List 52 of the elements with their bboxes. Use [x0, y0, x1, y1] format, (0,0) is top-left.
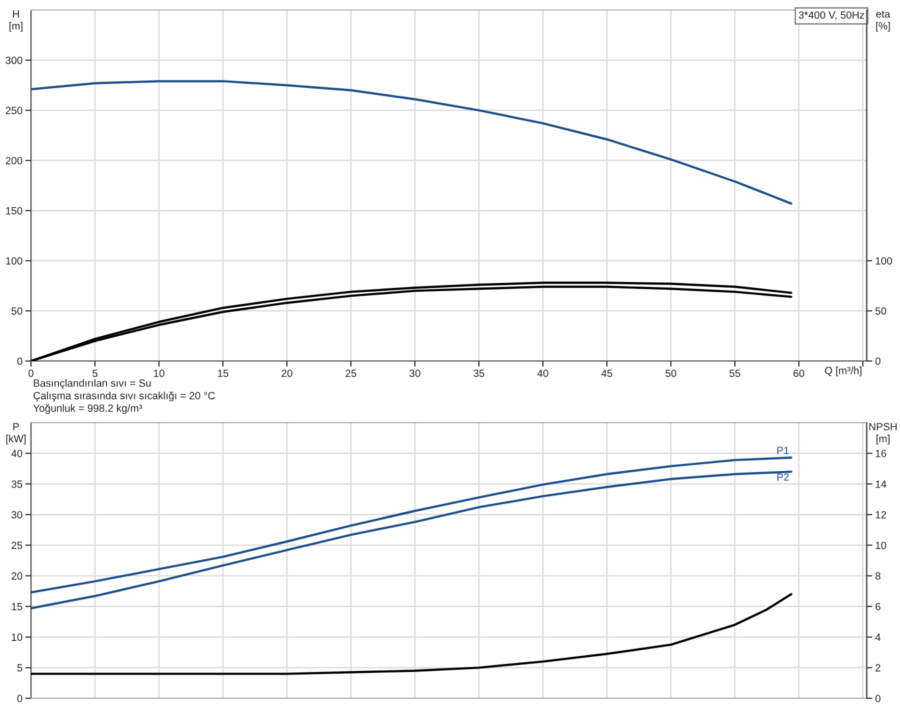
x-tick-label: 45: [601, 370, 612, 377]
series-label: P2: [777, 473, 789, 481]
y2-tick-label: 4: [875, 634, 881, 641]
x-axis-title: Q [m³/h]: [824, 366, 862, 376]
y-tick-label: 40: [11, 450, 22, 458]
y-tick-label: 5: [17, 664, 22, 672]
y-tick-label: 10: [12, 634, 22, 641]
y2-tick-label: 8: [875, 572, 880, 580]
y-tick-label: 250: [6, 106, 22, 114]
x-tick-label: 55: [730, 370, 740, 377]
x-tick-label: 0: [28, 370, 34, 377]
y-tick-label: 35: [11, 480, 22, 488]
y-tick-label: 300: [6, 56, 22, 64]
chart-title: 3*400 V, 50Hz: [798, 11, 864, 20]
x-tick-label: 20: [282, 370, 292, 377]
y2-tick-label: 0: [875, 694, 880, 702]
y2-tick-label: 100: [876, 257, 892, 265]
x-tick-label: 60: [794, 370, 804, 377]
y-tick-label: 0: [17, 358, 22, 365]
y2-tick-label: 2: [876, 664, 880, 672]
y-tick-label: 100: [6, 257, 22, 265]
x-tick-label: 10: [154, 370, 164, 377]
y2-tick-label: 14: [876, 480, 886, 488]
series-label: P1: [777, 446, 789, 454]
y2-tick-label: 10: [876, 542, 886, 550]
y-tick-label: 150: [6, 207, 22, 214]
y-tick-label: 25: [12, 542, 22, 550]
y-tick-label: 20: [12, 572, 22, 580]
y2-tick-label: 16: [876, 450, 886, 458]
x-tick-label: 40: [537, 370, 548, 377]
x-tick-label: 5: [92, 370, 98, 377]
y-tick-label: 15: [12, 603, 22, 610]
y-tick-label: 0: [17, 694, 22, 702]
y2-axis-title: eta [%]: [876, 10, 890, 32]
y-axis-title: H [m]: [9, 10, 22, 32]
y2-tick-label: 0: [875, 358, 880, 365]
x-tick-label: 35: [474, 370, 484, 377]
y-tick-label: 30: [11, 511, 22, 518]
y2-tick-label: 6: [876, 602, 880, 610]
text: Basınçlandırılan sıvı = Su: [34, 379, 151, 389]
x-tick-label: 30: [410, 370, 420, 377]
y2-tick-label: 12: [876, 511, 886, 518]
x-tick-label: 50: [666, 370, 676, 377]
y-axis-title: P [kW]: [6, 423, 26, 444]
y-tick-label: 50: [12, 307, 22, 315]
y2-axis-title: NPSH [m]: [869, 422, 897, 444]
text: Yoğunluk = 998.2 kg/m³: [33, 404, 142, 414]
y-tick-label: 200: [6, 156, 22, 164]
x-tick-label: 15: [218, 370, 228, 377]
y2-tick-label: 50: [875, 307, 886, 315]
x-tick-label: 25: [346, 370, 356, 377]
text: Çalışma sırasında sıvı sıcaklığı = 20 °C: [34, 392, 215, 402]
